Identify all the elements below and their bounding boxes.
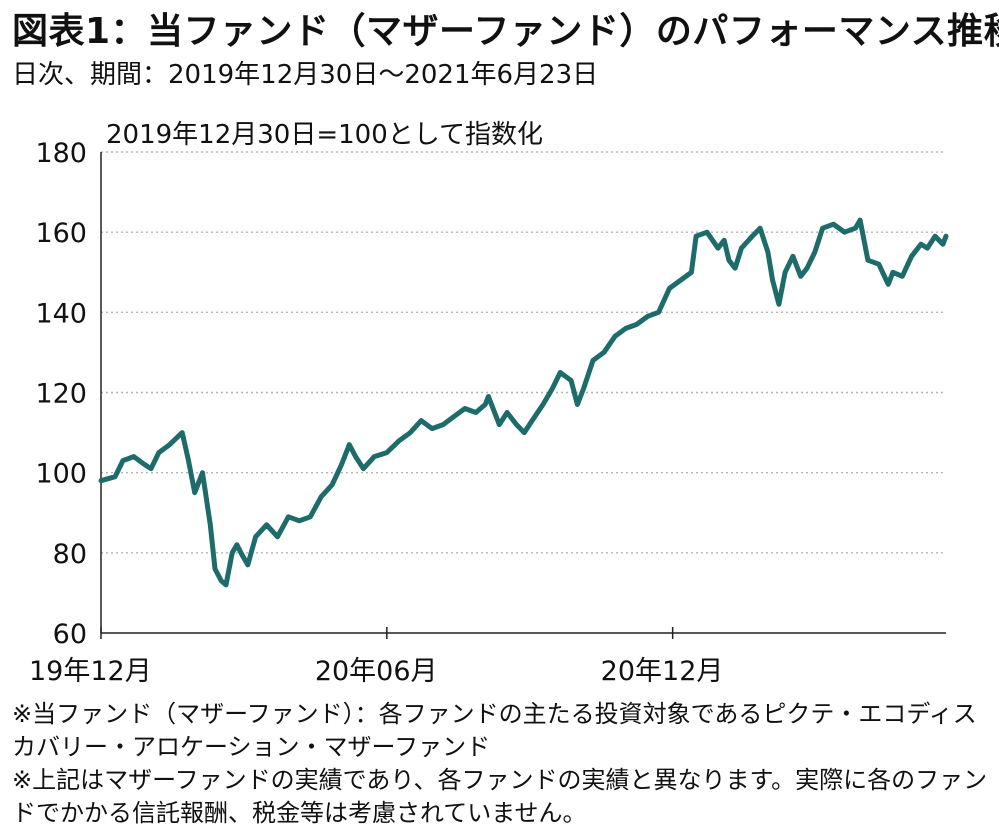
chart-title: 2019年12月30日=100として指数化 <box>106 120 543 150</box>
y-tick-label: 180 <box>35 138 87 169</box>
y-tick-label: 60 <box>53 619 87 650</box>
footnote-1: ※当ファンド（マザーファンド）：各ファンドの主たる投資対象であるピクテ・エコディ… <box>12 700 977 761</box>
x-tick-label: 20年12月 <box>601 656 724 687</box>
page-title: 図表1：当ファンド（マザーファンド）のパフォーマンス推移 <box>12 11 999 52</box>
series-line <box>98 217 949 588</box>
performance-line-chart: 60 80 100 120 140 160 180 19年12月 20年06月 20年12月 20… <box>29 120 949 687</box>
series-layer <box>98 217 949 588</box>
footnote-2: ※上記はマザーファンドの実績であり、各ファンドの実績と異なります。実際に各のファ… <box>12 766 988 827</box>
x-tick-label: 20年06月 <box>315 656 438 687</box>
y-tick-label: 160 <box>35 218 87 249</box>
y-tick-label: 140 <box>35 298 87 329</box>
x-tick-label: 19年12月 <box>29 656 152 687</box>
page-subtitle: 日次、期間：2019年12月30日～2021年6月23日 <box>12 60 599 90</box>
footnotes: ※当ファンド（マザーファンド）：各ファンドの主たる投資対象であるピクテ・エコディ… <box>12 698 992 830</box>
y-tick-label: 120 <box>35 379 87 410</box>
y-tick-label: 100 <box>35 459 87 490</box>
gridlines <box>101 151 946 554</box>
axes: 60 80 100 120 140 160 180 19年12月 20年06月 20年12月 <box>29 138 946 687</box>
y-tick-label: 80 <box>53 539 87 570</box>
